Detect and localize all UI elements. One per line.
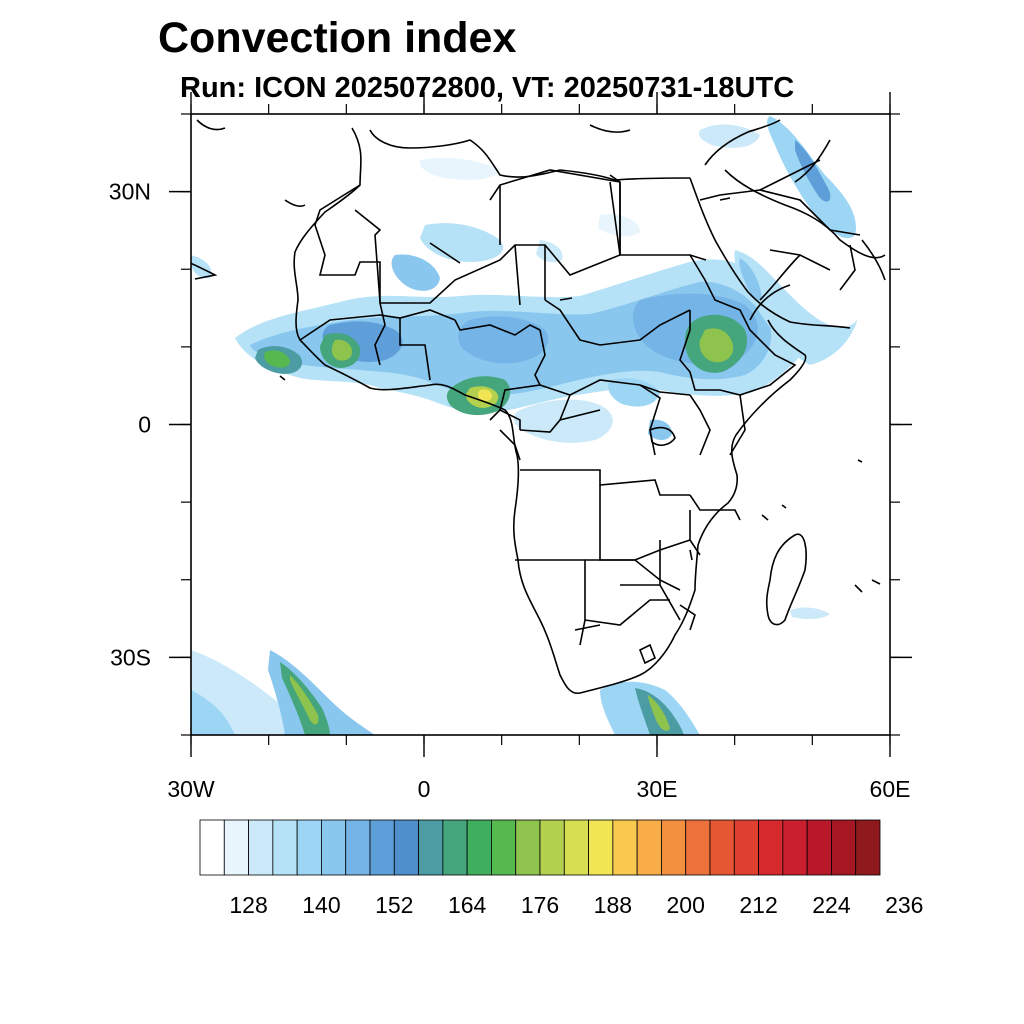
colorbar-label: 128: [229, 892, 267, 918]
colorbar-box: [612, 819, 638, 876]
lat-tick-label: 30S: [110, 644, 151, 670]
lat-tick-label: 30N: [109, 179, 151, 205]
colorbar-box: [466, 819, 492, 876]
colorbar-box: [321, 819, 347, 876]
colorbar-box: [515, 819, 541, 876]
colorbar-box: [369, 819, 395, 876]
colorbar-box: [418, 819, 444, 876]
colorbar-box: [709, 819, 735, 876]
colorbar-label: 176: [521, 892, 559, 918]
colorbar-box: [806, 819, 832, 876]
colorbar-label: 212: [739, 892, 777, 918]
convection-field: [191, 116, 858, 735]
colorbar-box: [831, 819, 857, 876]
colorbar-box: [199, 819, 225, 876]
colorbar-box: [223, 819, 249, 876]
coastlines: [191, 119, 886, 695]
plot-title: Convection index: [158, 14, 517, 62]
map-area: [191, 116, 886, 735]
colorbar-box: [491, 819, 517, 876]
lon-tick-label: 60E: [870, 776, 911, 802]
colorbar-label: 224: [812, 892, 851, 918]
colorbar-box: [758, 819, 784, 876]
colorbar-box: [636, 819, 662, 876]
colorbar-box: [563, 819, 589, 876]
colorbar-box: [296, 819, 322, 876]
colorbar-box: [248, 819, 274, 876]
colorbar-box: [685, 819, 711, 876]
plot-subtitle: Run: ICON 2025072800, VT: 20250731-18UTC: [180, 72, 795, 104]
colorbar-label: 140: [302, 892, 340, 918]
colorbar-box: [442, 819, 468, 876]
colorbar-box: [345, 819, 371, 876]
lon-tick-label: 0: [418, 776, 431, 802]
colorbar: 128 140 152 164 176 188 200 212 224 236: [199, 819, 923, 918]
colorbar-box: [661, 819, 687, 876]
colorbar-box: [588, 819, 614, 876]
colorbar-label: 200: [667, 892, 705, 918]
lon-tick-label: 30W: [167, 776, 215, 802]
colorbar-box: [782, 819, 808, 876]
colorbar-box: [393, 819, 419, 876]
colorbar-box: [855, 819, 881, 876]
colorbar-label: 152: [375, 892, 413, 918]
lon-tick-label: 30E: [637, 776, 678, 802]
colorbar-label: 236: [885, 892, 923, 918]
axis-ticks: 30W 0 30E 60E 30N 0 30S: [109, 92, 912, 802]
colorbar-label: 188: [594, 892, 632, 918]
colorbar-box: [733, 819, 759, 876]
lat-tick-label: 0: [138, 412, 151, 438]
colorbar-box: [272, 819, 298, 876]
colorbar-label: 164: [448, 892, 487, 918]
colorbar-box: [539, 819, 565, 876]
